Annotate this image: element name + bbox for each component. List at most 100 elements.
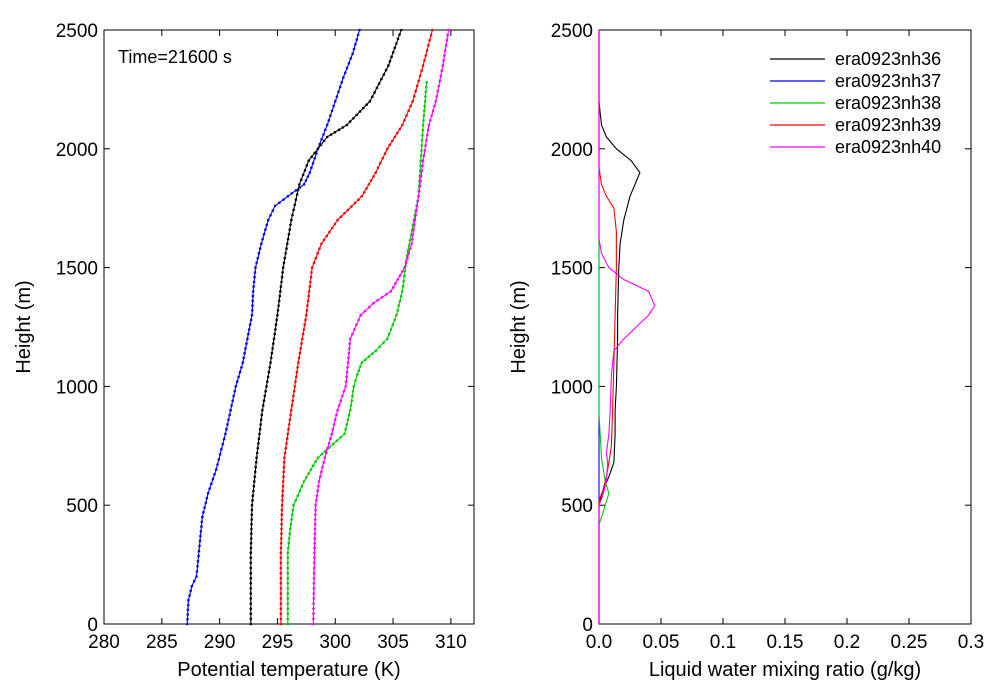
- series-line: [598, 30, 656, 624]
- series-point: [375, 86, 379, 90]
- series-point: [380, 77, 383, 81]
- series-point: [394, 282, 397, 285]
- series-point: [346, 208, 350, 212]
- series-point: [288, 527, 292, 531]
- series-point: [385, 293, 388, 296]
- series-point: [297, 356, 301, 360]
- series-point: [305, 313, 308, 317]
- series-point: [280, 503, 284, 507]
- series-point: [264, 228, 267, 231]
- series-point: [339, 436, 343, 439]
- series-point: [249, 597, 253, 600]
- series-point: [187, 598, 190, 602]
- series-point: [254, 461, 258, 464]
- series-point: [259, 418, 263, 422]
- series-point: [420, 139, 424, 142]
- series-point: [286, 576, 290, 580]
- series-point: [416, 199, 420, 203]
- series-point: [320, 453, 324, 456]
- series-point: [257, 252, 261, 255]
- series-point: [401, 270, 404, 273]
- series-point: [189, 589, 192, 592]
- series-point: [331, 427, 335, 431]
- series-point: [406, 249, 410, 252]
- series-point: [407, 244, 411, 247]
- series-point: [405, 114, 408, 117]
- series-point: [210, 482, 213, 486]
- series-point: [395, 42, 398, 45]
- series-point: [267, 370, 271, 374]
- series-point: [276, 309, 280, 312]
- series-point: [281, 266, 285, 269]
- series-point: [371, 352, 374, 356]
- series-point: [313, 537, 317, 540]
- series-point: [422, 119, 425, 122]
- series-point: [391, 286, 395, 289]
- series-point: [192, 579, 196, 583]
- series-point: [302, 328, 306, 331]
- series-point: [288, 532, 292, 535]
- series-point: [221, 442, 225, 446]
- series-point: [249, 617, 253, 621]
- series-point: [336, 218, 339, 222]
- series-point: [357, 318, 360, 322]
- series-point: [322, 238, 326, 242]
- series-point: [269, 356, 273, 360]
- series-point: [360, 195, 364, 198]
- series-point: [290, 218, 293, 222]
- series-point: [286, 237, 290, 241]
- series-point: [307, 290, 311, 293]
- series-point: [408, 239, 412, 242]
- series-point: [280, 513, 284, 516]
- series-point: [322, 461, 326, 464]
- series-point: [369, 179, 373, 182]
- x-axis-title: Liquid water mixing ratio (g/kg): [649, 659, 921, 681]
- series-point: [393, 46, 397, 50]
- series-point: [282, 198, 285, 201]
- series-point: [406, 256, 409, 260]
- series-point: [292, 208, 295, 212]
- series-point: [198, 544, 201, 548]
- series-point: [222, 437, 226, 441]
- series-point: [234, 385, 238, 388]
- series-point: [337, 128, 341, 132]
- series-point: [351, 389, 355, 393]
- series-point: [423, 59, 426, 62]
- series-point: [389, 290, 393, 293]
- series-point: [340, 81, 344, 84]
- series-point: [345, 370, 349, 374]
- series-point: [420, 69, 423, 72]
- series-point: [306, 299, 310, 303]
- series-point: [420, 149, 423, 152]
- series-point: [442, 59, 445, 62]
- series-point: [386, 147, 389, 151]
- series-point: [295, 193, 299, 196]
- series-point: [312, 582, 316, 585]
- series-point: [292, 389, 296, 393]
- series-point: [303, 323, 307, 326]
- series-point: [335, 95, 339, 98]
- series-point: [251, 290, 255, 293]
- series-point: [279, 556, 283, 560]
- x-tick-label: 0.1: [710, 632, 736, 653]
- series-point: [318, 247, 321, 250]
- series-point: [186, 603, 190, 607]
- x-tick-label: 290: [204, 632, 236, 653]
- x-tick-label: 295: [262, 632, 294, 653]
- series-point: [253, 470, 257, 474]
- series-point: [246, 337, 249, 341]
- series-point: [396, 309, 400, 312]
- x-tick-label: 0.25: [891, 632, 928, 653]
- series-point: [316, 252, 320, 255]
- series-point: [351, 332, 354, 336]
- series-point: [280, 518, 284, 521]
- series-point: [310, 266, 314, 269]
- series-point: [281, 499, 284, 502]
- legend-label: era0923nh37: [835, 71, 941, 91]
- x-tick-label: 0.15: [767, 632, 804, 653]
- series-point: [261, 408, 264, 412]
- series-point: [397, 304, 401, 307]
- series-point: [287, 537, 291, 540]
- series-point: [313, 551, 316, 554]
- series-point: [345, 423, 349, 426]
